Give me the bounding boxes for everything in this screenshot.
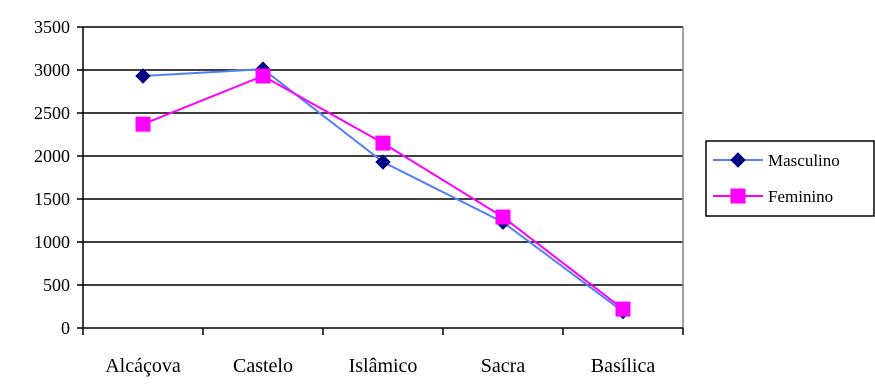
data-point bbox=[375, 135, 391, 151]
legend-item: Masculino bbox=[713, 151, 840, 170]
y-tick-label: 2000 bbox=[34, 146, 70, 166]
x-tick-label: Basílica bbox=[591, 355, 656, 377]
series-masculino bbox=[135, 61, 631, 320]
y-tick-label: 1500 bbox=[34, 189, 70, 209]
y-tick-label: 3000 bbox=[34, 60, 70, 80]
legend-label: Feminino bbox=[768, 187, 833, 206]
gridlines bbox=[83, 26, 683, 286]
legend-label: Masculino bbox=[768, 151, 840, 170]
legend-marker bbox=[730, 152, 746, 168]
data-point bbox=[135, 116, 151, 132]
series-line bbox=[142, 74, 624, 310]
x-tick-label: Sacra bbox=[481, 355, 526, 377]
y-tick-label: 500 bbox=[43, 275, 70, 295]
data-point bbox=[375, 154, 391, 170]
x-tick-label: Islâmico bbox=[349, 355, 418, 377]
y-tick-label: 3500 bbox=[34, 17, 70, 37]
axes bbox=[77, 26, 684, 335]
x-tick-label: Alcáçova bbox=[105, 355, 181, 377]
data-point bbox=[615, 301, 631, 317]
x-tick-label: Castelo bbox=[233, 355, 293, 377]
data-point bbox=[135, 68, 151, 84]
series-feminino bbox=[135, 68, 631, 317]
y-tick-label: 2500 bbox=[34, 103, 70, 123]
legend-marker bbox=[730, 188, 746, 204]
legend: Masculino Feminino bbox=[705, 140, 875, 217]
series bbox=[135, 61, 631, 320]
x-tick-labels: Alcáçova Castelo Islâmico Sacra Basílica bbox=[105, 355, 655, 377]
y-tick-label: 0 bbox=[61, 318, 70, 338]
legend-item: Feminino bbox=[713, 187, 833, 206]
y-tick-label: 1000 bbox=[34, 232, 70, 252]
y-tick-labels: 0 500 1000 1500 2000 2500 3000 3500 bbox=[34, 17, 70, 338]
data-point bbox=[495, 209, 511, 225]
series-line bbox=[142, 68, 624, 313]
data-point bbox=[255, 68, 271, 84]
